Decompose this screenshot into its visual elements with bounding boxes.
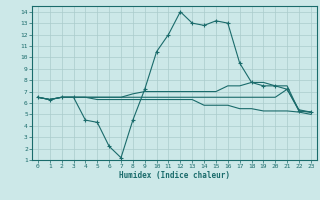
X-axis label: Humidex (Indice chaleur): Humidex (Indice chaleur) (119, 171, 230, 180)
